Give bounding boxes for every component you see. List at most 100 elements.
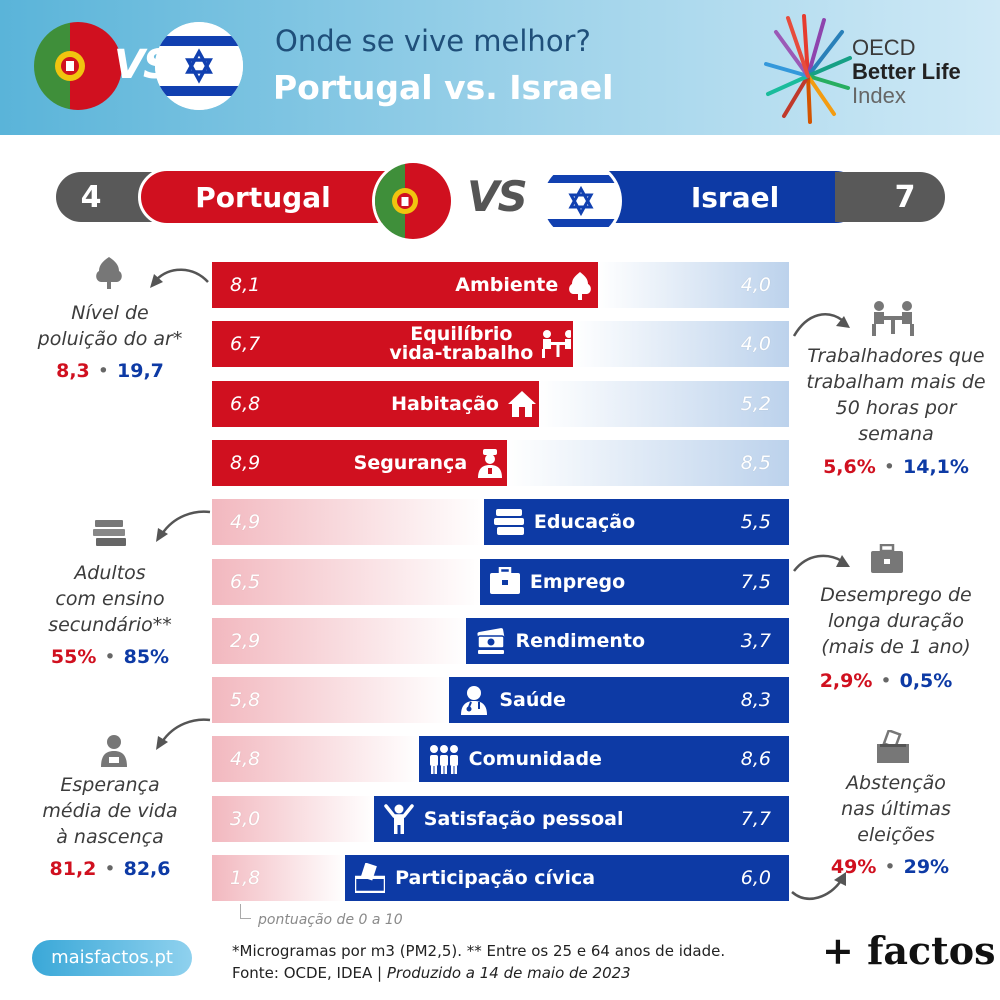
abstention-note-arrow-icon	[790, 866, 852, 906]
israel-bar	[598, 262, 789, 308]
life-note-il: 82,6	[123, 858, 171, 880]
portugal-value-label: 2,9	[230, 629, 261, 652]
house-icon	[507, 389, 537, 419]
israel-value-label: 8,5	[740, 451, 771, 474]
cheer-icon	[384, 803, 414, 834]
work-hours-note-arrow-icon	[792, 306, 854, 340]
work-hours-note-line3: 50 horas por	[835, 397, 957, 419]
category-label: Saúde	[459, 677, 566, 723]
category-label: Rendimento	[476, 618, 646, 664]
israel-bar	[483, 499, 789, 546]
abstention-note-pt: 49%	[830, 856, 877, 878]
israel-bar	[573, 321, 789, 368]
category-label-line: Participação cívica	[395, 867, 596, 889]
portugal-flag-small-icon	[372, 160, 454, 242]
education-note-icon	[92, 518, 128, 548]
chart-row: 8,9 8,5 Segurança	[212, 439, 789, 486]
portugal-bar	[212, 617, 466, 664]
chart-row: 3,0 7,7 Satisfação pessoal	[212, 795, 789, 842]
education-note-line3: secundário**	[48, 614, 172, 636]
life-note-dot: •	[104, 858, 116, 880]
category-label: Participação cívica	[353, 855, 595, 901]
footnote: *Microgramas por m3 (PM2,5). ** Entre os…	[232, 940, 725, 984]
unemployment-note-arrow-icon	[792, 545, 854, 579]
israel-value-label: 8,3	[740, 689, 771, 712]
abstention-note-line2: nas últimas	[841, 798, 951, 820]
header-banner: VS Onde se vive melhor? Portugal vs. Isr…	[0, 0, 1000, 135]
oecd-line2: Better Life	[852, 59, 961, 84]
life-note-line2: média de vida	[42, 800, 178, 822]
category-label: Emprego	[489, 559, 625, 605]
portugal-value-label: 3,0	[230, 807, 261, 830]
education-note-il: 85%	[123, 646, 170, 668]
people-icon	[429, 744, 459, 775]
chart-row: 4,9 5,5 Educação	[212, 499, 789, 546]
portugal-bar	[212, 262, 599, 308]
category-label-line: Satisfação pessoal	[423, 807, 624, 830]
israel-value-label: 4,0	[740, 333, 771, 356]
abstention-note-dot: •	[884, 856, 896, 878]
category-label-text: Segurança	[354, 440, 468, 486]
category-label-text: Emprego	[530, 559, 625, 605]
israel-value-label: 4,0	[740, 274, 771, 296]
chart-row: 6,8 5,2 Habitação	[212, 380, 789, 427]
chart-row: 6,5 7,5 Emprego	[212, 558, 789, 605]
chart-row: 4,8 8,6 Comunidade	[212, 736, 789, 783]
israel-value-label: 5,5	[740, 511, 771, 534]
portugal-bar	[212, 439, 508, 486]
education-note-arrow-icon	[150, 506, 212, 546]
israel-bar	[538, 380, 789, 427]
education-note-stats: 55% • 85%	[20, 646, 200, 668]
unemployment-note-line3: (mais de 1 ano)	[821, 636, 971, 658]
police-icon	[475, 448, 505, 478]
scale-note-text: pontuação de 0 a 10	[258, 912, 403, 928]
unemployment-note-dot: •	[880, 670, 892, 692]
unemployment-note-text: Desemprego de longa duração (mais de 1 a…	[796, 582, 996, 660]
portugal-value-label: 6,8	[230, 392, 261, 415]
abstention-note-il: 29%	[903, 856, 950, 878]
category-label: Equilíbrio vida-trabalho	[389, 321, 575, 367]
category-label: Segurança	[354, 440, 506, 486]
air-note-line2: poluição do ar*	[37, 328, 183, 350]
work-hours-note-il: 14,1%	[903, 456, 969, 478]
life-note-text: Esperança média de vida à nascença	[20, 772, 200, 850]
category-label-text: Educação	[534, 499, 635, 545]
work-hours-note-pt: 5,6%	[823, 456, 876, 478]
air-note-pt: 8,3	[56, 360, 90, 382]
work-hours-note-line2: trabalham mais de	[806, 371, 986, 393]
category-label-text: Comunidade	[469, 736, 602, 782]
chart-row: 8,1 4,0 Ambiente	[212, 262, 789, 308]
israel-value-label: 7,5	[740, 570, 771, 593]
life-note-arrow-icon	[150, 714, 212, 754]
category-label: Educação	[493, 499, 635, 545]
category-label-line: Educação	[533, 511, 636, 534]
life-note-icon	[98, 733, 130, 767]
portugal-bar	[212, 855, 346, 901]
portugal-value-label: 8,1	[230, 274, 261, 296]
category-label-text: Satisfação pessoal	[424, 796, 624, 842]
work-hours-note-line4: semana	[858, 423, 934, 445]
oecd-line3: Index	[852, 83, 906, 108]
portugal-value-label: 8,9	[230, 451, 261, 474]
portugal-value-label: 4,9	[230, 511, 261, 534]
category-label-line: Rendimento	[515, 629, 646, 652]
category-label-line: Emprego	[529, 570, 626, 593]
air-note-stats: 8,3 • 19,7	[20, 360, 200, 382]
portugal-bar	[212, 321, 574, 368]
israel-flag-small-icon	[540, 160, 622, 242]
brand-logo: + factos	[822, 928, 996, 973]
category-label-text: Rendimento	[516, 618, 646, 664]
category-label-text: Saúde	[499, 677, 566, 723]
education-note-pt: 55%	[50, 646, 97, 668]
site-link[interactable]: maisfactos.pt	[32, 940, 192, 976]
scale-note-bracket	[240, 904, 251, 919]
category-label-line: Segurança	[353, 451, 468, 474]
life-note-line3: à nascença	[56, 826, 164, 848]
category-label-text: Ambiente	[455, 262, 558, 308]
air-note-line1: Nível de	[71, 302, 149, 324]
ballot-icon	[353, 862, 387, 894]
israel-score: 7	[835, 172, 945, 222]
category-label: Satisfação pessoal	[384, 796, 624, 842]
israel-value-label: 7,7	[740, 807, 771, 830]
category-label-text: Participação cívica	[395, 855, 595, 901]
